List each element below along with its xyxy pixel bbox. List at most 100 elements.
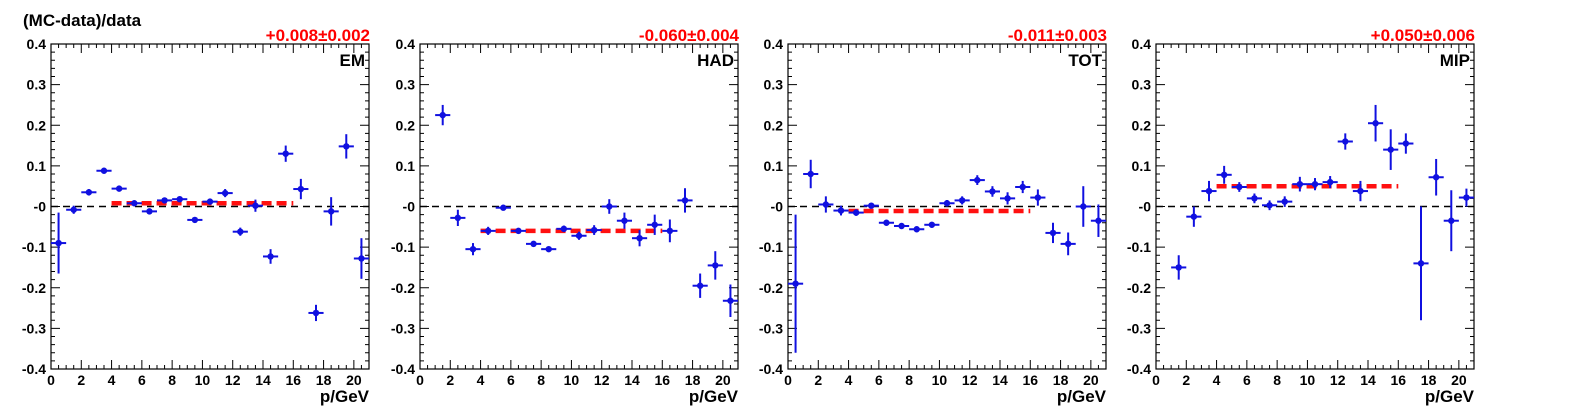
point-marker xyxy=(621,217,628,224)
x-tick-label: 12 xyxy=(594,372,610,388)
data-point xyxy=(1246,193,1262,204)
x-tick-label: 0 xyxy=(1152,372,1160,388)
data-point xyxy=(495,204,511,211)
point-marker xyxy=(651,221,658,228)
panel-tot: -0.4 -0.3 -0.2 -0.1 -0 0.1 0.2 0.3 0.4 0 2 4 6 8 10 12 1… xyxy=(759,26,1107,406)
y-tick-label: -0.3 xyxy=(22,320,46,336)
data-point xyxy=(632,230,648,247)
data-point xyxy=(232,227,248,236)
data-point xyxy=(818,196,834,213)
point-marker xyxy=(469,245,477,253)
y-tick-label: 0.4 xyxy=(27,36,47,52)
point-marker xyxy=(252,202,259,209)
data-point xyxy=(293,178,309,200)
point-marker xyxy=(358,255,365,262)
point-marker xyxy=(297,185,305,193)
data-point xyxy=(51,212,67,274)
data-point xyxy=(909,226,925,233)
x-tick-label: 4 xyxy=(477,372,485,388)
point-marker xyxy=(55,239,62,247)
x-tick-label: 12 xyxy=(225,372,241,388)
point-marker xyxy=(1251,195,1258,202)
x-tick-label: 2 xyxy=(446,372,454,388)
x-tick-label: 2 xyxy=(814,372,822,388)
data-point xyxy=(1292,176,1308,192)
data-point xyxy=(435,104,451,126)
data-point xyxy=(308,304,324,322)
point-marker xyxy=(590,226,598,234)
y-tick-label: -0.4 xyxy=(1127,361,1151,377)
data-point xyxy=(833,205,849,216)
y-tick-label: 0.4 xyxy=(764,36,784,52)
point-marker xyxy=(696,282,704,289)
x-tick-label: 14 xyxy=(1360,372,1376,388)
point-marker xyxy=(1004,195,1011,202)
point-marker xyxy=(500,204,507,211)
y-tick-label: 0.2 xyxy=(396,117,416,133)
y-tick-label: -0 xyxy=(34,199,47,215)
data-point xyxy=(353,238,369,279)
point-marker xyxy=(1387,146,1394,153)
x-tick-label: 20 xyxy=(1451,372,1467,388)
data-point xyxy=(1352,180,1368,202)
point-marker xyxy=(1205,187,1213,195)
data-point xyxy=(1262,200,1278,211)
x-axis-label: p/GeV xyxy=(1425,387,1475,406)
point-marker xyxy=(131,200,138,207)
data-point xyxy=(526,240,542,248)
x-tick-label: 10 xyxy=(932,372,948,388)
panel-em: -0.4 -0.3 -0.2 -0.1 -0 0.1 0.2 0.3 0.4 0 2 4 6 8 10 12 1… xyxy=(22,26,370,406)
point-marker xyxy=(1417,260,1425,267)
data-point xyxy=(510,227,526,235)
point-marker xyxy=(560,225,568,233)
point-marker xyxy=(1432,174,1440,181)
data-point xyxy=(1428,158,1444,196)
data-point xyxy=(939,200,955,207)
y-tick-label: -0.3 xyxy=(759,320,783,336)
data-point xyxy=(1030,189,1046,206)
data-point xyxy=(878,219,894,226)
data-point xyxy=(1322,176,1338,189)
point-marker xyxy=(221,189,229,197)
point-marker xyxy=(1281,198,1288,205)
point-marker xyxy=(1342,138,1349,145)
data-point xyxy=(187,216,203,224)
point-marker xyxy=(636,234,643,242)
x-tick-label: 8 xyxy=(905,372,913,388)
y-tick-label: 0.1 xyxy=(396,158,416,174)
point-marker xyxy=(1095,217,1102,224)
data-point xyxy=(571,231,587,240)
data-point xyxy=(1368,104,1384,142)
fit-result-label: +0.008±0.002 xyxy=(266,26,370,45)
x-tick-label: 8 xyxy=(537,372,545,388)
data-point xyxy=(278,145,294,162)
y-tick-label: 0.1 xyxy=(27,158,47,174)
point-marker xyxy=(530,240,537,248)
data-point xyxy=(247,199,263,212)
point-marker xyxy=(958,197,966,204)
x-tick-label: 14 xyxy=(992,372,1008,388)
data-point xyxy=(66,205,82,214)
data-point xyxy=(465,243,481,256)
data-point xyxy=(616,212,632,229)
point-marker xyxy=(913,226,920,233)
point-marker xyxy=(822,201,830,208)
data-point xyxy=(677,188,693,213)
x-tick-label: 20 xyxy=(346,372,362,388)
y-tick-label: 0.3 xyxy=(764,77,784,93)
x-axis-label: p/GeV xyxy=(320,387,370,406)
data-point xyxy=(126,200,142,207)
point-marker xyxy=(727,297,734,304)
x-tick-label: 16 xyxy=(654,372,670,388)
y-tick-label: -0.4 xyxy=(391,361,415,377)
x-tick-label: 0 xyxy=(47,372,55,388)
point-marker xyxy=(327,208,335,215)
point-marker xyxy=(206,198,214,205)
x-tick-label: 4 xyxy=(108,372,116,388)
y-tick-label: 0.2 xyxy=(764,117,784,133)
y-tick-label: 0.1 xyxy=(1132,158,1152,174)
data-point xyxy=(480,226,496,235)
point-marker xyxy=(974,176,981,184)
point-marker xyxy=(681,197,689,204)
point-marker xyxy=(100,167,108,174)
